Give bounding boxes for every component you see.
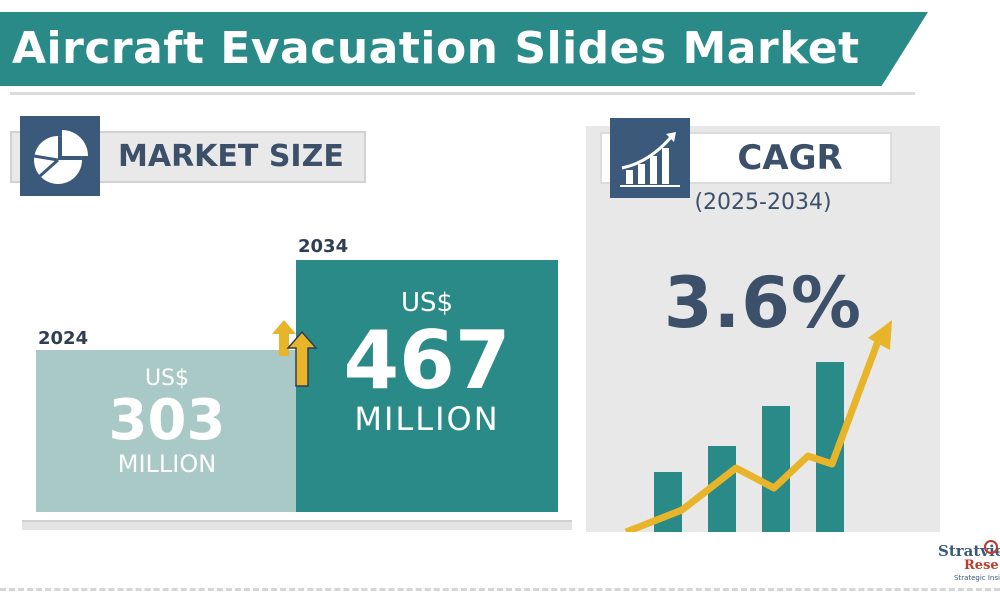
logo-tagline: Strategic Insight (954, 574, 1000, 582)
trend-arrow-icon (586, 300, 940, 536)
bar-2034: US$ 467 MILLION (296, 260, 558, 512)
logo-mark-icon (984, 540, 998, 554)
bar-2024-currency: US$ (144, 366, 190, 391)
bar-2024-unit: MILLION (117, 450, 217, 478)
bar-2024: US$ 303 MILLION (36, 350, 298, 512)
chart-baseline (22, 520, 572, 530)
market-size-label: MARKET SIZE (118, 139, 344, 174)
bar-2034-unit: MILLION (354, 400, 500, 438)
up-arrows-icon (272, 318, 320, 392)
bar-2034-currency: US$ (400, 288, 454, 318)
bar-2024-value: 303 (108, 388, 226, 453)
page-title: Aircraft Evacuation Slides Market (12, 23, 860, 74)
year-label-2034: 2034 (298, 236, 349, 257)
cagr-label: CAGR (737, 138, 843, 178)
footer-divider (0, 588, 1000, 591)
pie-chart-icon (20, 116, 100, 196)
cagr-period: (2025-2034) (694, 190, 832, 215)
title-divider (10, 92, 915, 95)
cagr-value: 3.6% (663, 262, 863, 344)
year-label-2024: 2024 (38, 328, 89, 349)
bar-chart-growth-icon (610, 118, 690, 198)
title-banner (0, 12, 928, 86)
bar-2034-value: 467 (343, 314, 511, 407)
stratview-logo: Stratview Rese Strategic Insight (936, 540, 1000, 588)
logo-line2: Rese (964, 558, 999, 573)
